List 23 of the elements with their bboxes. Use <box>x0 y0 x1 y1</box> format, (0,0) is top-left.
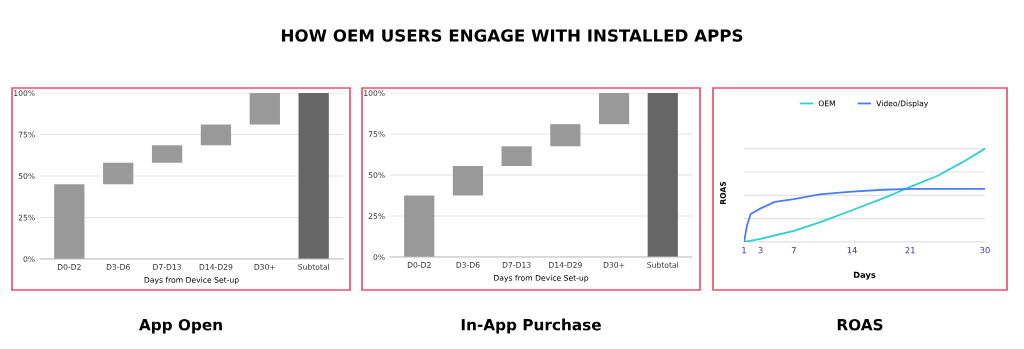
bar <box>151 145 183 163</box>
x-tick-label: 30 <box>980 247 990 254</box>
bar <box>501 146 532 166</box>
text: ROAS <box>837 318 883 331</box>
text: App Open <box>138 318 222 334</box>
bar <box>647 93 678 257</box>
x-tick-label: 1 <box>742 247 746 254</box>
x-axis-title: Days <box>853 271 876 280</box>
bar <box>550 124 581 147</box>
bar <box>200 124 232 146</box>
text: HOW OEM USERS ENGAGE WITH INSTALLED APPS <box>282 29 743 42</box>
bar <box>404 195 435 257</box>
bar <box>298 93 329 259</box>
bar <box>452 165 484 196</box>
x-tick-label: 7 <box>791 247 796 254</box>
text: In-App Purchase <box>461 318 601 334</box>
bar <box>249 93 280 125</box>
x-tick-label: 14 <box>847 247 857 254</box>
bar <box>103 162 134 185</box>
x-tick-label: 21 <box>905 247 915 254</box>
bar <box>54 184 85 259</box>
x-tick-label: 3 <box>758 247 763 254</box>
bar <box>598 93 630 125</box>
